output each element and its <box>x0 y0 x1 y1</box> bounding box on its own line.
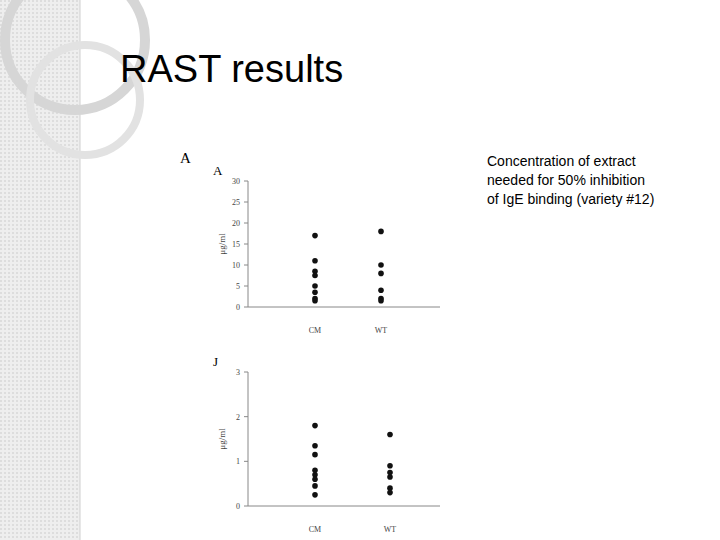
caption-line: of IgE binding (variety #12) <box>487 191 654 207</box>
data-point <box>378 229 384 235</box>
data-point <box>312 423 318 429</box>
y-tick-label: 15 <box>232 240 240 249</box>
y-tick <box>244 265 248 266</box>
panel-label: J <box>213 354 218 369</box>
data-point <box>387 463 393 469</box>
x-axis <box>248 506 440 507</box>
data-point <box>312 298 318 304</box>
y-axis-label: μg/ml <box>217 428 227 450</box>
data-point <box>387 490 393 496</box>
data-point <box>378 287 384 293</box>
data-point <box>378 298 384 304</box>
x-tick-label: CM <box>309 525 321 534</box>
chart: J 0 1 2 3 μg/ml CM WT <box>213 354 440 534</box>
data-point <box>387 474 393 480</box>
y-tick-label: 30 <box>232 177 240 186</box>
y-tick-label: 10 <box>232 261 240 270</box>
y-tick-label: 0 <box>236 303 240 312</box>
data-point <box>312 443 318 449</box>
y-tick-label: 3 <box>236 368 240 377</box>
caption-line: Concentration of extract <box>487 153 636 169</box>
y-tick <box>244 506 248 507</box>
y-tick <box>244 286 248 287</box>
y-tick <box>244 202 248 203</box>
y-tick <box>244 181 248 182</box>
data-point <box>312 483 318 489</box>
y-axis-label: μg/ml <box>217 233 227 255</box>
chart: A 0 5 10 15 20 25 30 μg/ml CM WT <box>213 163 440 335</box>
y-tick-label: 1 <box>236 457 240 466</box>
data-point <box>312 476 318 482</box>
y-tick <box>244 461 248 462</box>
marks <box>312 229 384 304</box>
y-tick-label: 0 <box>236 502 240 511</box>
data-point <box>312 492 318 498</box>
data-point <box>387 432 393 438</box>
y-tick <box>244 307 248 308</box>
x-axis <box>248 307 440 308</box>
y-tick <box>244 372 248 373</box>
data-point <box>312 258 318 264</box>
data-point <box>378 262 384 268</box>
y-tick-label: 20 <box>232 219 240 228</box>
caption-line: needed for 50% inhibition <box>487 172 645 188</box>
data-point <box>312 283 318 289</box>
data-point <box>312 273 318 279</box>
y-tick-label: 2 <box>236 413 240 422</box>
slide-title: RAST results <box>120 48 343 90</box>
y-tick <box>244 416 248 417</box>
figure-label: A <box>180 150 191 166</box>
side-band <box>0 0 80 540</box>
data-point <box>312 290 318 296</box>
data-point <box>312 233 318 239</box>
y-axis <box>248 372 249 506</box>
y-tick-label: 5 <box>236 282 240 291</box>
y-tick <box>244 244 248 245</box>
side-band-edge <box>80 0 81 540</box>
data-point <box>312 452 318 458</box>
y-tick-label: 25 <box>232 198 240 207</box>
data-point <box>378 271 384 277</box>
x-tick-label: WT <box>384 525 397 534</box>
marks <box>312 423 393 498</box>
y-tick <box>244 223 248 224</box>
x-tick-label: CM <box>309 326 321 335</box>
x-tick-label: WT <box>375 326 388 335</box>
slide: RAST results A Concentration of extract nee… <box>0 0 720 540</box>
panel-label: A <box>213 163 223 178</box>
